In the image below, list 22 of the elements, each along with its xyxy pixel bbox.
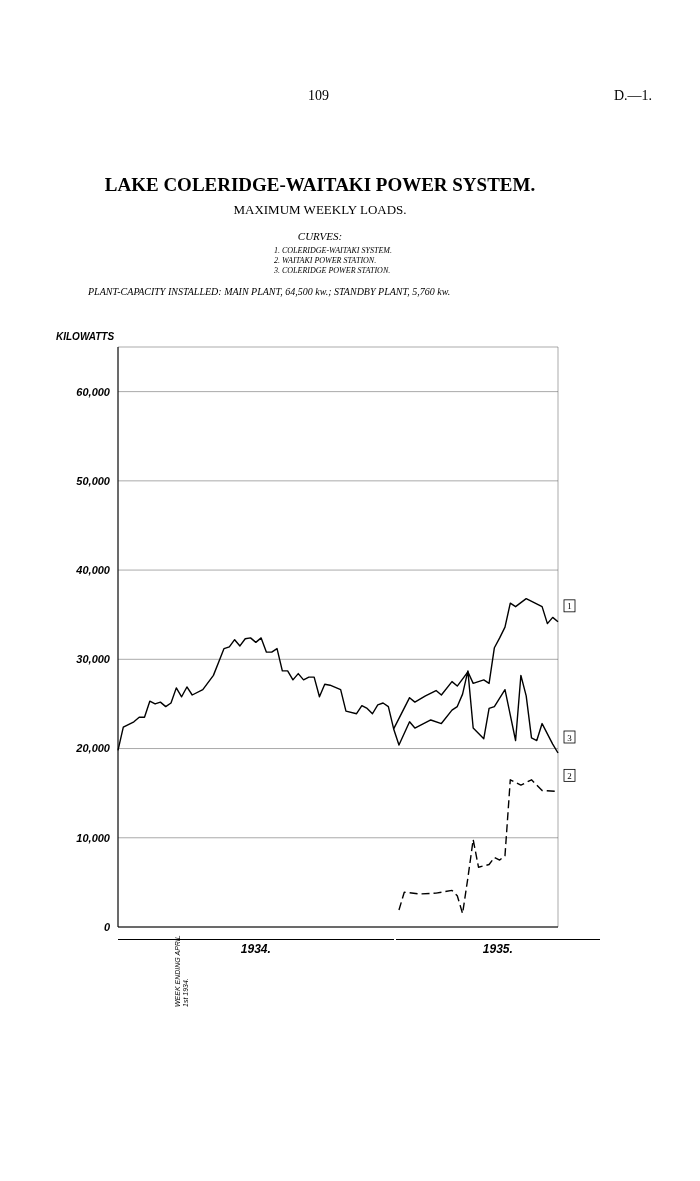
text: 109 — [308, 88, 329, 104]
text: PLANT-CAPACITY INSTALLED: MAIN PLANT, 64,500 kw.; STANDBY PLANT, 5,760 kw. — [88, 286, 452, 297]
y-axis-title: KILOWATTS — [56, 331, 115, 342]
series-label: 2 — [567, 770, 572, 781]
text: 1. COLERIDGE-WAITAKI SYSTEM. — [274, 246, 393, 256]
y-tick-label: 20,000 — [75, 742, 111, 755]
text: 2. WAITAKI POWER STATION. — [274, 256, 378, 266]
y-tick-label: 10,000 — [76, 831, 111, 844]
chart-subtitle: MAXIMUM WEEKLY LOADS. — [232, 202, 408, 218]
y-tick-label: 50,000 — [76, 474, 111, 487]
y-tick-label: 0 — [103, 920, 111, 933]
text: 1934. — [240, 942, 271, 956]
y-tick-label: 40,000 — [75, 563, 111, 576]
text: 1935. — [395, 939, 600, 956]
y-tick-label: 30,000 — [76, 653, 111, 666]
text: 3. COLERIDGE POWER STATION. — [274, 266, 392, 276]
series-label: 3 — [567, 732, 573, 743]
text: D.—1. — [613, 88, 652, 104]
y-tick-label: 60,000 — [76, 385, 111, 398]
text: CURVES: — [296, 230, 344, 242]
series-label: 1 — [567, 601, 572, 612]
chart-title: LAKE COLERIDGE-WAITAKI POWER SYSTEM. — [103, 174, 537, 196]
